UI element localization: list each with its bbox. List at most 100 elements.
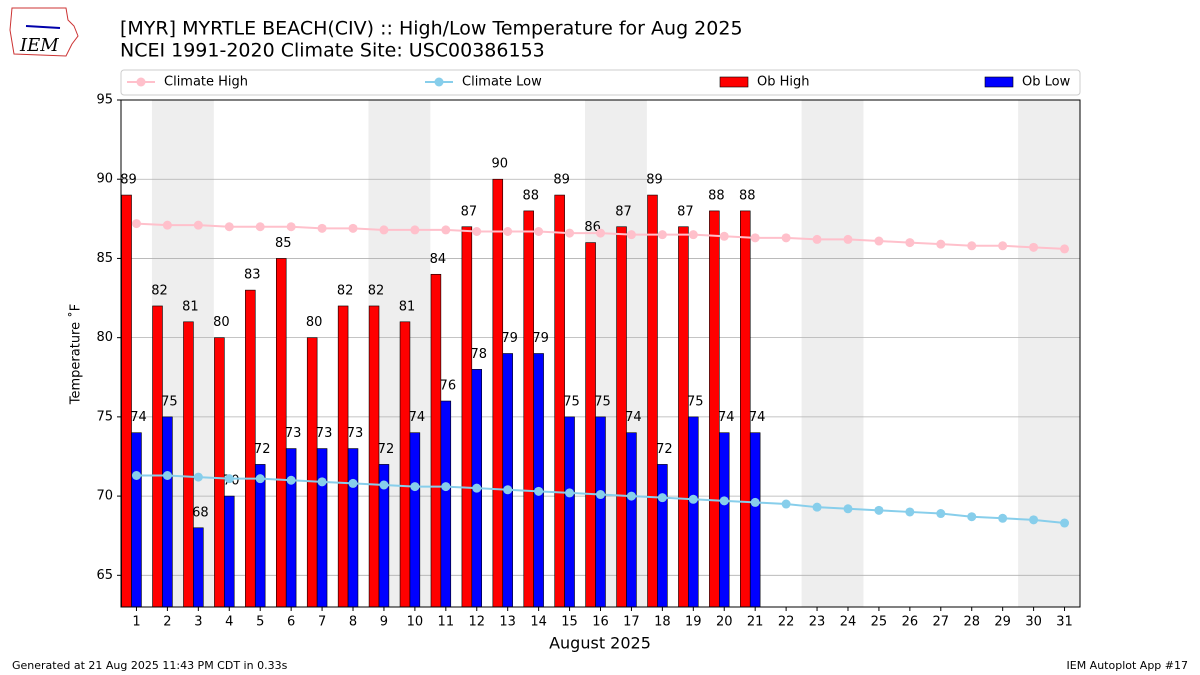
bar-value-label: 82 [151, 283, 168, 298]
x-tick-label: 30 [1025, 615, 1042, 630]
bar [688, 416, 699, 608]
bar-value-label: 80 [213, 315, 230, 330]
logo: IEM [9, 7, 79, 57]
line-point [719, 231, 729, 241]
bar-value-label: 75 [563, 394, 580, 409]
line-point [162, 220, 172, 230]
bar-value-label: 79 [501, 331, 518, 346]
line-point [781, 499, 791, 509]
bar-value-label: 78 [470, 347, 487, 362]
bar [595, 416, 606, 608]
bar [347, 448, 359, 608]
bar [254, 464, 266, 608]
line-point [565, 488, 575, 498]
bar [626, 432, 637, 608]
line-point [410, 482, 420, 492]
y-tick-label: 80 [96, 330, 113, 345]
x-tick-label: 17 [623, 615, 640, 630]
line-point [781, 233, 791, 243]
line-point [596, 490, 605, 500]
x-axis-label: August 2025 [549, 634, 651, 653]
bar-value-label: 89 [646, 173, 663, 188]
bar-value-label: 85 [275, 236, 292, 251]
line-point [224, 474, 234, 484]
line-point [162, 470, 172, 480]
line-point [348, 223, 358, 233]
logo-text: IEM [19, 35, 59, 56]
legend-marker [434, 77, 444, 87]
line-point [131, 470, 141, 480]
bar [214, 337, 225, 608]
line-point [998, 513, 1008, 523]
bar [224, 495, 235, 608]
bar-value-label: 89 [120, 173, 137, 188]
line-point [657, 230, 667, 240]
line-point [750, 497, 760, 507]
line-point [286, 475, 296, 485]
x-tick-label: 7 [318, 615, 326, 630]
line-point [317, 223, 327, 233]
line-point [596, 228, 605, 238]
bar [162, 416, 173, 608]
x-tick-label: 13 [499, 615, 516, 630]
bar-value-label: 88 [522, 188, 539, 203]
bar-value-label: 74 [718, 410, 735, 425]
line-point [812, 502, 822, 512]
bar [306, 337, 318, 608]
x-tick-label: 23 [809, 615, 826, 630]
line-point [843, 504, 853, 514]
x-tick-label: 31 [1056, 615, 1073, 630]
bar-value-label: 68 [192, 505, 209, 520]
bar [193, 527, 204, 608]
x-tick-label: 11 [438, 615, 455, 630]
bar [131, 432, 142, 608]
bar-value-label: 74 [409, 410, 426, 425]
line-point [688, 494, 698, 504]
x-tick-label: 4 [225, 615, 233, 630]
footer-left: Generated at 21 Aug 2025 11:43 PM CDT in… [12, 659, 288, 672]
line-point [719, 496, 729, 506]
x-tick-label: 21 [747, 615, 764, 630]
bar [647, 194, 658, 608]
x-tick-label: 20 [716, 615, 733, 630]
bar [430, 273, 442, 608]
bar [183, 321, 194, 608]
chart-title: [MYR] MYRTLE BEACH(CIV) :: High/Low Temp… [120, 18, 743, 40]
bar-value-label: 84 [430, 252, 447, 267]
line-point [472, 483, 482, 493]
line-point [348, 478, 358, 488]
weekend-shade [1018, 100, 1080, 607]
bar-value-label: 90 [492, 157, 509, 172]
bar [585, 242, 596, 608]
x-tick-label: 15 [561, 615, 578, 630]
bar [523, 210, 534, 608]
y-axis-label: Temperature ˚F [68, 304, 84, 405]
line-point [534, 486, 544, 496]
line-point [626, 230, 636, 240]
bar-value-label: 79 [532, 331, 549, 346]
bar-value-label: 73 [285, 426, 302, 441]
legend-box [120, 69, 1081, 96]
line-point [750, 233, 760, 243]
bar-value-label: 74 [749, 410, 766, 425]
line-point [1029, 515, 1039, 525]
bar [461, 226, 473, 608]
x-tick-label: 2 [163, 615, 171, 630]
chart-subtitle: NCEI 1991-2020 Climate Site: USC00386153 [120, 40, 545, 62]
line-point [441, 225, 451, 235]
x-tick-label: 6 [287, 615, 295, 630]
line-point [379, 225, 389, 235]
x-tick-label: 12 [468, 615, 485, 630]
bar-value-label: 72 [378, 442, 395, 457]
bar-value-label: 88 [739, 188, 756, 203]
legend-label: Ob Low [1022, 75, 1071, 90]
line-point [626, 491, 636, 501]
x-tick-label: 27 [933, 615, 950, 630]
plot-frame [120, 99, 1081, 608]
legend-marker [136, 77, 146, 87]
x-tick-label: 25 [871, 615, 888, 630]
bar-value-label: 89 [553, 173, 570, 188]
bar-value-label: 87 [615, 204, 632, 219]
line-point [286, 222, 296, 232]
bar-value-label: 75 [594, 394, 611, 409]
